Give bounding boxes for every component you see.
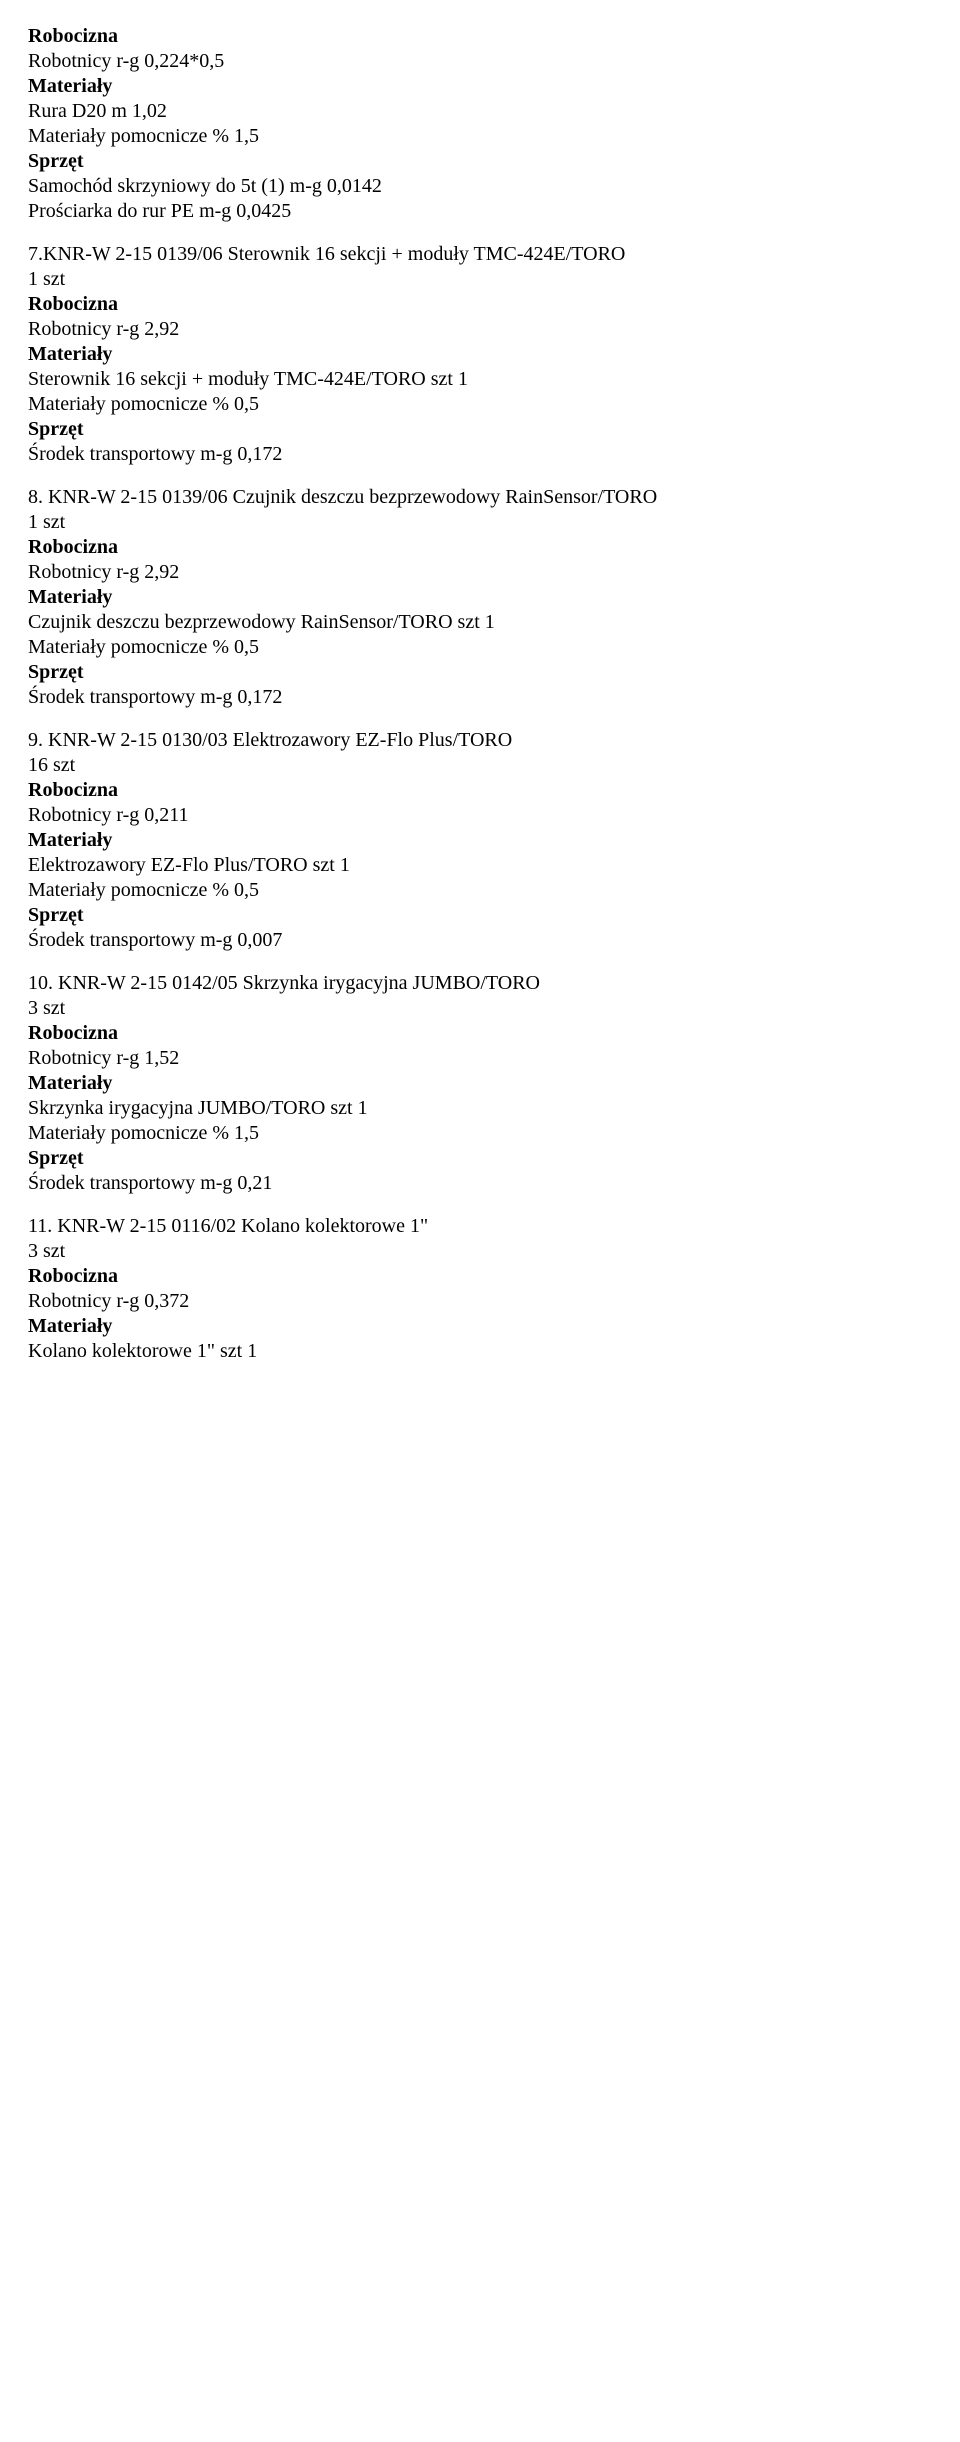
robocizna-label: Robocizna (28, 778, 932, 803)
section-title: 11. KNR-W 2-15 0116/02 Kolano kolektorow… (28, 1214, 932, 1239)
section-rob: Robotnicy r-g 0,372 (28, 1289, 932, 1314)
sprzet-label: Sprzęt (28, 417, 932, 442)
sprzet-label: Sprzęt (28, 903, 932, 928)
section-qty: 1 szt (28, 510, 932, 535)
sprzet-label: Sprzęt (28, 149, 932, 174)
section-spr: Środek transportowy m-g 0,172 (28, 442, 932, 467)
section-qty: 1 szt (28, 267, 932, 292)
intro-line: Rura D20 m 1,02 (28, 99, 932, 124)
materialy-label: Materiały (28, 342, 932, 367)
materialy-label: Materiały (28, 828, 932, 853)
section-rob: Robotnicy r-g 0,211 (28, 803, 932, 828)
robocizna-label: Robocizna (28, 535, 932, 560)
robocizna-label: Robocizna (28, 24, 932, 49)
materialy-label: Materiały (28, 1314, 932, 1339)
section-mat: Czujnik deszczu bezprzewodowy RainSensor… (28, 610, 932, 635)
intro-line: Robotnicy r-g 0,224*0,5 (28, 49, 932, 74)
section-rob: Robotnicy r-g 2,92 (28, 560, 932, 585)
section-rob: Robotnicy r-g 2,92 (28, 317, 932, 342)
section-title: 9. KNR-W 2-15 0130/03 Elektrozawory EZ-F… (28, 728, 932, 753)
sprzet-label: Sprzęt (28, 1146, 932, 1171)
intro-line: Materiały pomocnicze % 1,5 (28, 124, 932, 149)
section-qty: 16 szt (28, 753, 932, 778)
sprzet-label: Sprzęt (28, 660, 932, 685)
section-spr: Środek transportowy m-g 0,007 (28, 928, 932, 953)
section-mat: Elektrozawory EZ-Flo Plus/TORO szt 1 (28, 853, 932, 878)
section-11: 11. KNR-W 2-15 0116/02 Kolano kolektorow… (28, 1214, 932, 1364)
section-spr: Środek transportowy m-g 0,21 (28, 1171, 932, 1196)
section-pom: Materiały pomocnicze % 0,5 (28, 635, 932, 660)
section-mat: Skrzynka irygacyjna JUMBO/TORO szt 1 (28, 1096, 932, 1121)
section-pom: Materiały pomocnicze % 0,5 (28, 392, 932, 417)
section-qty: 3 szt (28, 996, 932, 1021)
materialy-label: Materiały (28, 74, 932, 99)
section-7: 7.KNR-W 2-15 0139/06 Sterownik 16 sekcji… (28, 242, 932, 467)
section-10: 10. KNR-W 2-15 0142/05 Skrzynka irygacyj… (28, 971, 932, 1196)
materialy-label: Materiały (28, 1071, 932, 1096)
intro-line: Samochód skrzyniowy do 5t (1) m-g 0,0142 (28, 174, 932, 199)
section-title: 8. KNR-W 2-15 0139/06 Czujnik deszczu be… (28, 485, 932, 510)
intro-line: Prościarka do rur PE m-g 0,0425 (28, 199, 932, 224)
section-mat: Kolano kolektorowe 1" szt 1 (28, 1339, 932, 1364)
section-spr: Środek transportowy m-g 0,172 (28, 685, 932, 710)
section-pom: Materiały pomocnicze % 0,5 (28, 878, 932, 903)
materialy-label: Materiały (28, 585, 932, 610)
section-8: 8. KNR-W 2-15 0139/06 Czujnik deszczu be… (28, 485, 932, 710)
section-title: 7.KNR-W 2-15 0139/06 Sterownik 16 sekcji… (28, 242, 932, 267)
intro-block: Robocizna Robotnicy r-g 0,224*0,5 Materi… (28, 24, 932, 224)
section-mat: Sterownik 16 sekcji + moduły TMC-424E/TO… (28, 367, 932, 392)
robocizna-label: Robocizna (28, 1021, 932, 1046)
section-pom: Materiały pomocnicze % 1,5 (28, 1121, 932, 1146)
robocizna-label: Robocizna (28, 292, 932, 317)
section-title: 10. KNR-W 2-15 0142/05 Skrzynka irygacyj… (28, 971, 932, 996)
section-rob: Robotnicy r-g 1,52 (28, 1046, 932, 1071)
section-9: 9. KNR-W 2-15 0130/03 Elektrozawory EZ-F… (28, 728, 932, 953)
robocizna-label: Robocizna (28, 1264, 932, 1289)
section-qty: 3 szt (28, 1239, 932, 1264)
